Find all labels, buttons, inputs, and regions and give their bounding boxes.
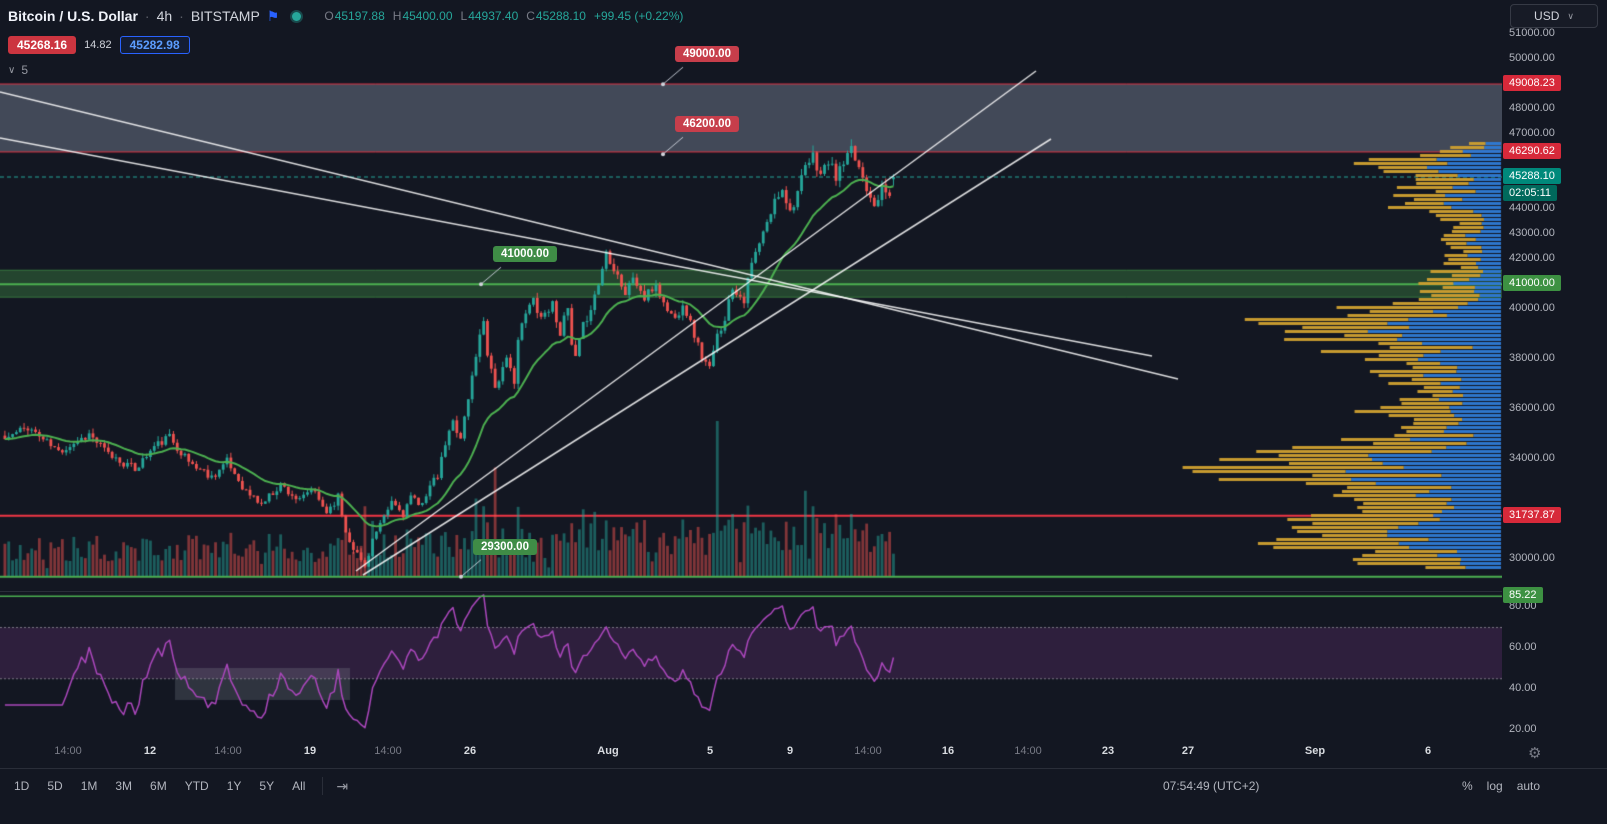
range-button-5d[interactable]: 5D	[47, 779, 63, 793]
range-button-3m[interactable]: 3M	[115, 779, 133, 793]
price-tick: 51000.00	[1509, 27, 1555, 40]
price-tick: 34000.00	[1509, 452, 1555, 465]
flag-icon[interactable]: ⚑	[266, 7, 280, 24]
time-tick: 14:00	[854, 745, 882, 757]
price-tick: 42000.00	[1509, 252, 1555, 265]
rsi-level-label: 85.22	[1503, 587, 1543, 604]
range-button-all[interactable]: All	[292, 779, 306, 793]
price-tick: 50000.00	[1509, 52, 1555, 65]
price-note-support[interactable]: 41000.00	[493, 246, 557, 263]
gear-icon[interactable]: ⚙	[1528, 745, 1542, 762]
price-tick: 30000.00	[1509, 552, 1555, 565]
price-level-label: 49008.23	[1503, 75, 1561, 91]
buy-button[interactable]: 45282.98	[119, 36, 190, 54]
range-button-ytd[interactable]: YTD	[184, 779, 209, 793]
symbol-row: Bitcoin / U.S. Dollar · 4h · BITSTAMP ⚑ …	[8, 6, 683, 26]
close-value: 45288.10	[535, 9, 586, 23]
time-tick: 23	[1101, 745, 1115, 757]
bar-countdown-label: 02:05:11	[1503, 185, 1558, 201]
range-button-6m[interactable]: 6M	[150, 779, 167, 793]
open-value: 45197.88	[334, 9, 385, 23]
go-to-date-icon[interactable]: ⇥	[336, 777, 349, 794]
time-tick: Sep	[1304, 745, 1326, 757]
time-tick: 12	[143, 745, 157, 757]
pane-separator[interactable]	[0, 591, 1607, 592]
price-tick: 44000.00	[1509, 202, 1555, 215]
price-level-label: 46290.62	[1503, 142, 1561, 159]
indicators-collapse-row[interactable]: ∨ 5	[8, 63, 683, 77]
price-tick: 36000.00	[1509, 402, 1555, 415]
price-tick: 43000.00	[1509, 227, 1555, 240]
time-tick: Aug	[597, 745, 619, 757]
toolbar-divider	[322, 777, 324, 795]
time-tick: 14:00	[1014, 745, 1042, 757]
range-buttons: 1D 5D 1M 3M 6M YTD 1Y 5Y All ⇥	[6, 775, 352, 797]
chart-legend: Bitcoin / U.S. Dollar · 4h · BITSTAMP ⚑ …	[8, 6, 683, 77]
time-tick: 14:00	[374, 745, 402, 757]
trade-buttons-row: 45268.16 14.82 45282.98	[8, 35, 683, 55]
range-button-1d[interactable]: 1D	[14, 779, 30, 793]
time-tick: 27	[1181, 745, 1195, 757]
low-value: 44937.40	[468, 9, 519, 23]
currency-button[interactable]: USD ∨	[1510, 4, 1598, 28]
exchange-label[interactable]: BITSTAMP	[190, 8, 260, 24]
time-tick: 5	[706, 745, 714, 757]
price-note-resistance[interactable]: 49000.00	[675, 46, 739, 63]
price-level-label: 41000.00	[1503, 275, 1561, 292]
sell-button[interactable]: 45268.16	[8, 36, 77, 54]
rsi-tick: 20.00	[1509, 723, 1537, 735]
bottom-toolbar: 1D 5D 1M 3M 6M YTD 1Y 5Y All ⇥ 07:54:49 (UTC+2) %…	[0, 769, 1607, 824]
price-axis[interactable]: USD ∨ ⚙ 51000.00 50000.00 48000.00 47000.00…	[1502, 0, 1607, 768]
chevron-down-icon[interactable]: ∨	[8, 64, 16, 76]
high-value: 45400.00	[402, 9, 453, 23]
price-level-label: 45288.10	[1503, 168, 1561, 184]
percent-scale-button[interactable]: %	[1462, 779, 1473, 793]
price-tick: 38000.00	[1509, 352, 1555, 365]
time-axis[interactable]: 14:00 12 14:00 19 14:00 26 Aug 5 9 14:00 16 14:00 23…	[0, 738, 1502, 768]
main-chart-canvas[interactable]	[0, 0, 1502, 591]
time-tick: 6	[1424, 745, 1432, 757]
clock-display[interactable]: 07:54:49 (UTC+2)	[1163, 779, 1260, 793]
auto-scale-button[interactable]: auto	[1516, 779, 1541, 793]
market-status-icon	[292, 11, 302, 21]
scale-controls: % log auto	[1462, 779, 1540, 793]
interval-label[interactable]: 4h	[156, 8, 173, 24]
price-tick: 48000.00	[1509, 102, 1555, 115]
spread-value: 14.82	[84, 39, 112, 51]
time-tick: 14:00	[54, 745, 82, 757]
symbol-title[interactable]: Bitcoin / U.S. Dollar	[8, 8, 138, 24]
separator-dot: ·	[144, 8, 150, 24]
rsi-tick: 40.00	[1509, 682, 1537, 694]
log-scale-button[interactable]: log	[1486, 779, 1503, 793]
chevron-down-icon: ∨	[1567, 10, 1574, 21]
time-tick: 26	[463, 745, 477, 757]
price-note-resistance[interactable]: 46200.00	[675, 116, 739, 133]
time-tick: 19	[303, 745, 317, 757]
range-button-1y[interactable]: 1Y	[226, 779, 242, 793]
price-tick: 47000.00	[1509, 127, 1555, 140]
time-tick: 14:00	[214, 745, 242, 757]
price-level-label: 31737.87	[1503, 506, 1561, 523]
currency-label: USD	[1534, 9, 1560, 23]
range-button-5y[interactable]: 5Y	[259, 779, 275, 793]
range-button-1m[interactable]: 1M	[80, 779, 98, 793]
ohlc-values: O45197.88 H45400.00 L44937.40 C45288.10 …	[324, 9, 684, 23]
time-tick: 16	[941, 745, 955, 757]
hidden-indicators-count: 5	[21, 63, 29, 77]
separator-dot: ·	[179, 8, 184, 24]
price-tick: 40000.00	[1509, 302, 1555, 315]
toolbar-separator	[0, 768, 1607, 769]
change-value: +99.45 (+0.22%)	[593, 9, 684, 23]
price-note-support[interactable]: 29300.00	[473, 538, 537, 555]
rsi-tick: 60.00	[1509, 641, 1537, 653]
rsi-pane-canvas[interactable]	[0, 591, 1502, 738]
time-tick: 9	[786, 745, 794, 757]
